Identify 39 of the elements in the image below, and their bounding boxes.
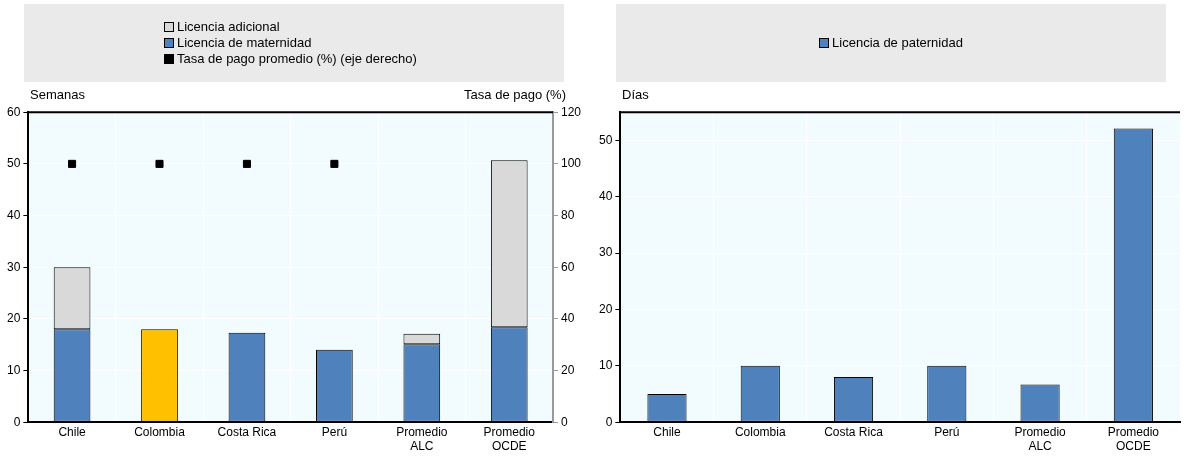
x-tick-label: Costa Rica <box>824 424 884 439</box>
x-tick-label: Perú <box>934 424 960 439</box>
y-tick-label: 0 <box>13 414 21 429</box>
y2-tick-label: 20 <box>560 362 575 377</box>
y-tick-label: 10 <box>6 362 21 377</box>
y-tick-label: 20 <box>598 301 613 316</box>
y-tick-label: 50 <box>598 132 613 147</box>
x-tick-label: Perú <box>321 424 348 439</box>
y-tick-label: 20 <box>6 311 21 326</box>
y-tick-label: 10 <box>598 358 613 373</box>
x-tick-label: Promedio OCDE <box>1107 424 1160 454</box>
y2-tick-label: 60 <box>560 259 575 274</box>
x-tick-label: Chile <box>653 424 681 439</box>
x-tick-label: Promedio OCDE <box>483 424 536 454</box>
legend-label: Licencia de maternidad <box>177 35 312 51</box>
y-tick-label: 60 <box>6 104 21 119</box>
y2-tick-label: 40 <box>560 311 575 326</box>
y-axis-title: Semanas <box>30 87 85 102</box>
x-tick-label: Costa Rica <box>217 424 277 439</box>
legend-label: Tasa de pago promedio (%) (eje derecho) <box>177 51 417 67</box>
legend-label: Licencia de paternidad <box>832 35 963 51</box>
x-tick-label: Promedio ALC <box>1014 424 1067 454</box>
y-tick-label: 30 <box>6 259 21 274</box>
y2-tick-label: 120 <box>560 104 582 119</box>
y-axis-title: Días <box>622 87 649 102</box>
y2-axis-title: Tasa de pago (%) <box>464 87 566 102</box>
y-tick-label: 40 <box>6 207 21 222</box>
x-tick-label: Chile <box>58 424 87 439</box>
y-tick-label: 40 <box>598 189 613 204</box>
y-tick-label: 0 <box>605 414 613 429</box>
y2-tick-label: 100 <box>560 156 582 171</box>
x-tick-label: Promedio ALC <box>396 424 448 454</box>
x-tick-label: Colombia <box>134 424 186 439</box>
x-tick-label: Colombia <box>734 424 786 439</box>
y-tick-label: 30 <box>598 245 613 260</box>
legend-label: Licencia adicional <box>177 19 280 35</box>
y2-tick-label: 0 <box>560 414 568 429</box>
y-tick-label: 50 <box>6 156 21 171</box>
y2-tick-label: 80 <box>560 207 575 222</box>
